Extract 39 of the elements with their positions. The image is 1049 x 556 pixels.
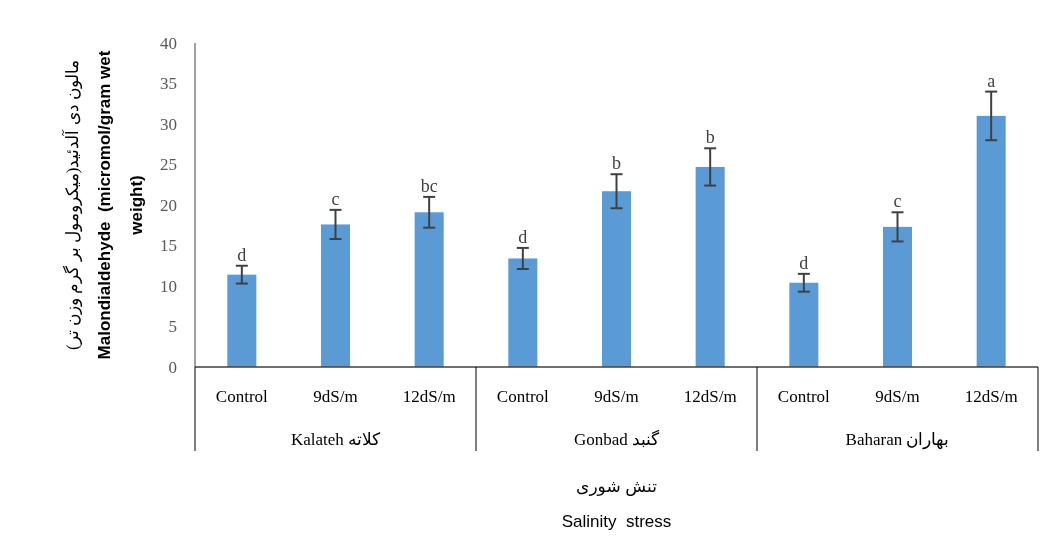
x-tick-label: Control — [777, 387, 831, 406]
y-tick-label: 40 — [160, 33, 177, 53]
text: Gonbad گنبد — [573, 429, 661, 449]
bar — [882, 226, 913, 367]
y-tick-label: 10 — [160, 276, 177, 296]
bar — [414, 212, 444, 367]
y-tick-label: 30 — [160, 114, 177, 134]
x-tick-label: Control — [496, 387, 550, 406]
x-tick-label: Control — [215, 387, 269, 406]
data-label: b — [705, 127, 715, 148]
y-tick-label: 35 — [160, 74, 177, 94]
text: Baharan بهاران — [845, 430, 950, 450]
bar — [227, 274, 257, 367]
data-label: a — [987, 70, 996, 91]
data-label: d — [518, 226, 528, 247]
data-label: c — [331, 188, 340, 209]
data-label: c — [893, 191, 902, 212]
bar — [695, 166, 725, 367]
y-tick-label: 0 — [168, 357, 177, 377]
text: Kalateh کلاته — [290, 430, 382, 449]
bar — [320, 224, 351, 367]
bar — [789, 282, 819, 367]
bar — [976, 115, 1006, 367]
data-label: d — [237, 244, 247, 265]
x-tick-label: 12dS/m — [964, 387, 1018, 406]
y-tick-label: 15 — [160, 236, 177, 256]
bar — [508, 258, 538, 367]
bar — [601, 191, 632, 367]
x-tick-label: 9dS/m — [875, 387, 920, 406]
data-label: b — [612, 153, 621, 174]
x-tick-label: 12dS/m — [683, 387, 737, 406]
y-tick-label: 5 — [168, 317, 177, 337]
y-tick-label: 20 — [160, 195, 177, 215]
x-tick-label: 12dS/m — [402, 387, 456, 406]
data-label: bc — [420, 175, 438, 196]
x-tick-label: 9dS/m — [594, 387, 639, 406]
data-label: d — [799, 252, 809, 273]
x-tick-label: 9dS/m — [313, 387, 358, 406]
y-tick-label: 25 — [160, 155, 177, 175]
